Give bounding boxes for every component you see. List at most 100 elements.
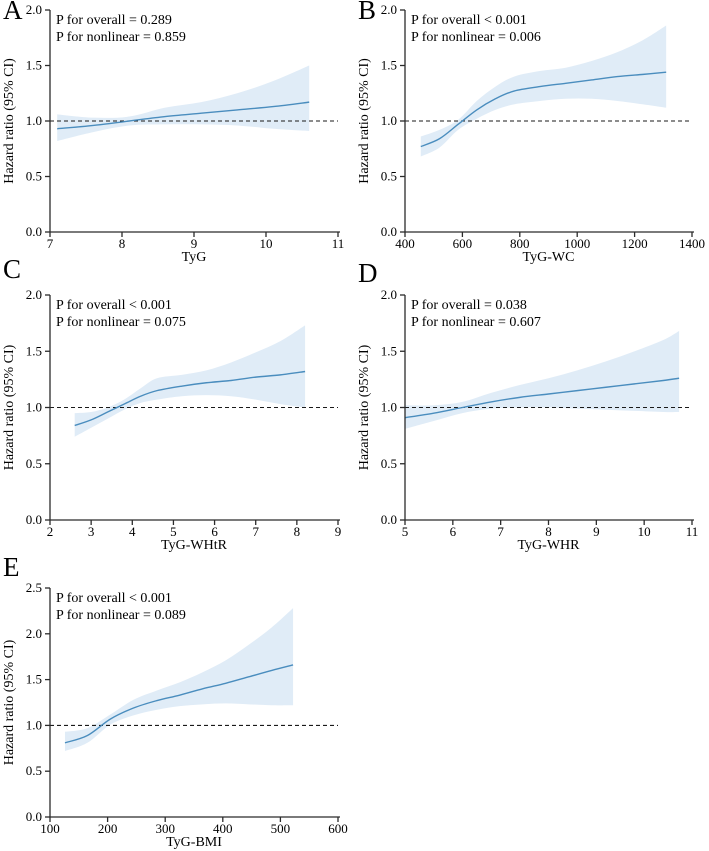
y-tick-label: 1.5	[381, 343, 397, 358]
spline-chart-tyg: 0.0 0.5 1.0 1.5 2.0 7 8 9 10 11 TyG Hazard ratio (9…	[2, 2, 345, 265]
x-tick-label: 10	[260, 236, 273, 251]
y-tick-label: 1.0	[26, 113, 42, 128]
p-value-annotation: P for overall < 0.001 P for nonlinear = …	[411, 12, 541, 46]
axes	[400, 294, 694, 525]
spline-chart-tyg-bmi: 0.0 0.5 1.0 1.5 2.0 2.5 100 200 300 400 500 600 TyG-…	[2, 580, 348, 850]
y-tick-label: 2.0	[26, 2, 42, 17]
p-nonlinear-text: P for nonlinear = 0.075	[56, 315, 186, 330]
x-tick-label: 9	[335, 524, 342, 539]
y-tick-label: 2.0	[26, 626, 42, 641]
y-tick-label: 1.0	[381, 113, 397, 128]
x-tick-label: 4	[129, 524, 136, 539]
y-tick-label: 1.0	[26, 400, 42, 415]
y-tick-label: 2.0	[381, 287, 397, 302]
y-tick-label: 0.0	[26, 224, 42, 239]
ci-band	[420, 25, 667, 157]
x-tick-label: 7	[497, 524, 504, 539]
x-tick-label: 3	[88, 524, 95, 539]
y-axis-label: Hazard ratio (95% CI)	[2, 58, 17, 184]
x-tick-label: 11	[686, 524, 699, 539]
panel-c: C P for overall < 0.001 P for nonlinear …	[0, 254, 355, 555]
panel-letter-e: E	[3, 552, 20, 582]
panel-letter-b: B	[358, 0, 377, 25]
x-tick-label: 11	[332, 236, 345, 251]
p-nonlinear-text: P for nonlinear = 0.607	[411, 315, 541, 330]
y-tick-label: 1.0	[26, 717, 42, 732]
x-axis-label: TyG-WHtR	[161, 538, 228, 553]
p-overall-text: P for overall < 0.001	[56, 298, 172, 313]
x-axis-label: TyG-WC	[523, 250, 575, 265]
y-tick-label: 0.0	[381, 512, 397, 527]
axes	[45, 294, 340, 525]
spline-chart-tyg-wc: 0.0 0.5 1.0 1.5 2.0 400 600 800 1000 1200 1400 TyG-…	[357, 2, 705, 265]
p-value-annotation: P for overall = 0.289 P for nonlinear = …	[56, 12, 186, 46]
panel-b: B P for overall < 0.001 P for nonlinear …	[355, 0, 709, 265]
p-overall-text: P for overall < 0.001	[411, 13, 527, 28]
x-tick-label: 400	[395, 236, 415, 251]
panel-e: E P for overall < 0.001 P for nonlinear …	[0, 552, 355, 851]
axes	[400, 9, 694, 237]
x-tick-label: 400	[213, 821, 233, 836]
y-tick-label: 0.5	[381, 169, 397, 184]
x-tick-label: 7	[252, 524, 259, 539]
x-tick-label: 9	[191, 236, 198, 251]
y-tick-label: 0.0	[381, 224, 397, 239]
x-tick-label: 6	[450, 524, 457, 539]
y-tick-label: 0.5	[26, 763, 42, 778]
x-tick-label: 2	[47, 524, 54, 539]
x-tick-label: 100	[40, 821, 60, 836]
x-tick-label: 7	[47, 236, 54, 251]
p-value-annotation: P for overall < 0.001 P for nonlinear = …	[56, 297, 186, 331]
hazard-curve	[64, 664, 294, 744]
y-tick-label: 1.5	[381, 58, 397, 73]
x-tick-label: 300	[155, 821, 175, 836]
ci-band	[74, 325, 306, 437]
y-tick-label: 2.0	[381, 2, 397, 17]
panel-letter-d: D	[358, 258, 378, 288]
x-tick-label: 10	[638, 524, 651, 539]
p-overall-text: P for overall = 0.038	[411, 298, 527, 313]
y-axis-label: Hazard ratio (95% CI)	[357, 344, 372, 470]
x-tick-label: 200	[98, 821, 118, 836]
x-tick-label: 600	[328, 821, 348, 836]
y-tick-label: 0.5	[26, 169, 42, 184]
p-value-annotation: P for overall < 0.001 P for nonlinear = …	[56, 590, 186, 624]
y-tick-label: 1.5	[26, 58, 42, 73]
x-tick-label: 9	[593, 524, 600, 539]
axes	[45, 9, 340, 237]
hazard-curve	[74, 370, 306, 427]
y-tick-label: 2.5	[26, 580, 42, 595]
y-tick-label: 1.5	[26, 343, 42, 358]
ci-band	[57, 65, 310, 141]
p-overall-text: P for overall < 0.001	[56, 591, 172, 606]
y-tick-label: 0.5	[381, 456, 397, 471]
y-tick-label: 1.0	[381, 400, 397, 415]
spline-chart-tyg-whr: 0.0 0.5 1.0 1.5 2.0 5 6 7 8 9 10 11 TyG-WHR Hazard ra…	[357, 287, 699, 553]
x-tick-label: 600	[453, 236, 473, 251]
p-overall-text: P for overall = 0.289	[56, 13, 172, 28]
x-tick-label: 8	[294, 524, 301, 539]
y-tick-label: 0.0	[26, 512, 42, 527]
p-nonlinear-text: P for nonlinear = 0.859	[56, 30, 186, 45]
spline-chart-tyg-whtr: 0.0 0.5 1.0 1.5 2.0 2 3 4 5 6 7 8 9 TyG-WHtR Hazard ra…	[2, 287, 342, 553]
hazard-curve	[420, 71, 667, 148]
y-tick-label: 0.5	[26, 456, 42, 471]
y-axis-label: Hazard ratio (95% CI)	[357, 58, 372, 184]
p-nonlinear-text: P for nonlinear = 0.089	[56, 608, 186, 623]
y-axis-label: Hazard ratio (95% CI)	[2, 639, 17, 765]
x-tick-label: 1000	[564, 236, 590, 251]
p-value-annotation: P for overall = 0.038 P for nonlinear = …	[411, 297, 541, 331]
x-tick-label: 5	[170, 524, 177, 539]
axes	[45, 587, 340, 822]
x-tick-label: 500	[271, 821, 291, 836]
panel-d: D P for overall = 0.038 P for nonlinear …	[355, 255, 709, 555]
hazard-curve	[57, 101, 310, 130]
x-tick-label: 1200	[622, 236, 648, 251]
hazard-curve	[404, 377, 680, 419]
x-tick-label: 8	[545, 524, 552, 539]
panel-a: A P for overall = 0.289 P for nonlinear …	[0, 0, 355, 265]
x-tick-label: 5	[402, 524, 409, 539]
panel-letter-c: C	[3, 254, 22, 284]
y-axis-label: Hazard ratio (95% CI)	[2, 344, 17, 470]
